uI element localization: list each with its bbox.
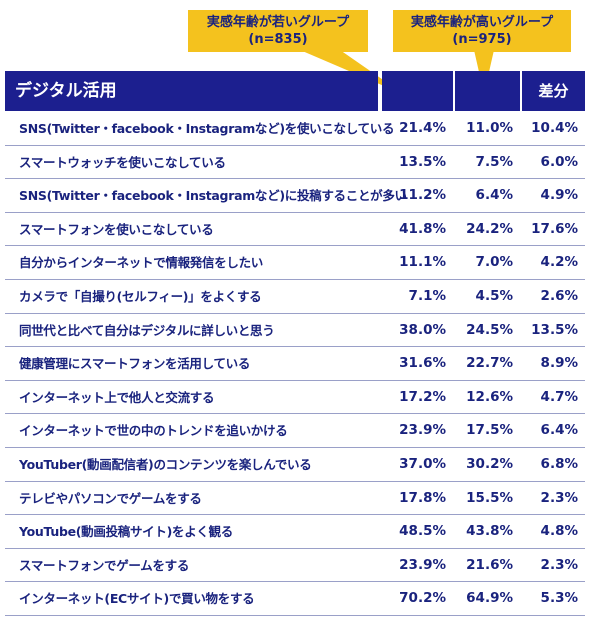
young-value: 13.5%: [399, 153, 446, 170]
old-value: 43.8%: [466, 523, 513, 540]
diff-value: 2.3%: [540, 556, 578, 573]
diff-value: 6.4%: [540, 422, 578, 439]
table-row: スマートフォンを使いこなしている 41.8% 24.2% 17.6%: [5, 213, 585, 247]
young-value: 17.8%: [399, 489, 446, 506]
diff-value: 4.2%: [540, 254, 578, 271]
table-row: カメラで「自撮り(セルフィー)」をよくする 7.1% 4.5% 2.6%: [5, 280, 585, 314]
diff-value: 4.9%: [540, 187, 578, 204]
young-value: 38.0%: [399, 321, 446, 338]
diff-value: 8.9%: [540, 355, 578, 372]
diff-value: 4.7%: [540, 388, 578, 405]
old-value: 15.5%: [466, 489, 513, 506]
data-table: デジタル活用 差分 SNS(Twitter・facebook・Instagram…: [5, 71, 585, 616]
old-value: 30.2%: [466, 456, 513, 472]
old-value: 22.7%: [466, 355, 513, 372]
diff-value: 4.8%: [540, 523, 578, 540]
row-label: YouTuber(動画配信者)のコンテンツを楽しんでいる: [19, 457, 312, 472]
old-value: 24.5%: [466, 321, 513, 338]
young-value: 23.9%: [399, 422, 446, 439]
table-row: 健康管理にスマートフォンを活用している 31.6% 22.7% 8.9%: [5, 347, 585, 381]
table-row: YouTuber(動画配信者)のコンテンツを楽しんでいる 37.0% 30.2% 6.…: [5, 448, 585, 482]
diff-value: 5.3%: [540, 590, 578, 607]
table-row: SNS(Twitter・facebook・Instagramなど)に投稿すること…: [5, 179, 585, 213]
old-value: 12.6%: [466, 388, 513, 405]
old-value: 24.2%: [466, 220, 513, 237]
young-group-sample-size: (n=835): [248, 32, 308, 47]
young-value: 31.6%: [399, 355, 446, 372]
row-label: インターネット上で他人と交流する: [19, 389, 215, 405]
row-label: スマートフォンを使いこなしている: [19, 221, 214, 237]
young-column-header: [382, 71, 453, 111]
category-header: デジタル活用: [5, 71, 378, 111]
old-value: 6.4%: [475, 187, 513, 204]
row-label: SNS(Twitter・facebook・Instagramなど)に投稿すること…: [19, 188, 407, 204]
young-value: 11.1%: [399, 254, 446, 271]
old-group-title: 実感年齢が高いグループ: [410, 15, 554, 30]
row-label: スマートウォッチを使いこなしている: [19, 154, 226, 170]
diff-value: 10.4%: [531, 120, 578, 136]
old-value: 17.5%: [466, 422, 513, 439]
table-row: インターネットで世の中のトレンドを追いかける 23.9% 17.5% 6.4%: [5, 414, 585, 448]
old-group-sample-size: (n=975): [452, 32, 512, 47]
table-row: テレビやパソコンでゲームをする 17.8% 15.5% 2.3%: [5, 482, 585, 516]
diff-value: 6.8%: [540, 456, 578, 472]
table-row: スマートウォッチを使いこなしている 13.5% 7.5% 6.0%: [5, 146, 585, 180]
table-row: 同世代と比べて自分はデジタルに詳しいと思う 38.0% 24.5% 13.5%: [5, 314, 585, 348]
row-label: 自分からインターネットで情報発信をしたい: [19, 255, 264, 271]
row-label: インターネットで世の中のトレンドを追いかける: [19, 423, 288, 439]
old-value: 11.0%: [466, 120, 513, 136]
young-value: 23.9%: [399, 556, 446, 573]
young-value: 70.2%: [399, 590, 446, 607]
row-label: 健康管理にスマートフォンを活用している: [19, 356, 251, 372]
diff-value: 6.0%: [540, 153, 578, 170]
young-value: 37.0%: [399, 456, 446, 472]
young-value: 7.1%: [408, 288, 446, 304]
old-value: 64.9%: [466, 590, 513, 607]
old-column-header: [455, 71, 520, 111]
old-value: 4.5%: [475, 288, 513, 304]
young-group-callout: 実感年齢が若いグループ (n=835): [188, 10, 368, 52]
table-row: インターネット上で他人と交流する 17.2% 12.6% 4.7%: [5, 381, 585, 415]
diff-column-header: 差分: [522, 71, 585, 111]
young-value: 48.5%: [399, 523, 446, 540]
young-value: 21.4%: [399, 120, 446, 136]
table-row: スマートフォンでゲームをする 23.9% 21.6% 2.3%: [5, 549, 585, 583]
row-label: カメラで「自撮り(セルフィー)」をよくする: [19, 289, 262, 304]
row-label: テレビやパソコンでゲームをする: [19, 490, 202, 506]
table-row: YouTube(動画投稿サイト)をよく観る 48.5% 43.8% 4.8%: [5, 515, 585, 549]
row-label: 同世代と比べて自分はデジタルに詳しいと思う: [19, 322, 275, 338]
row-label: SNS(Twitter・facebook・Instagramなど)を使いこなして…: [19, 121, 395, 136]
old-group-callout: 実感年齢が高いグループ (n=975): [393, 10, 571, 52]
diff-value: 2.6%: [540, 288, 578, 304]
row-label: YouTube(動画投稿サイト)をよく観る: [19, 524, 233, 540]
old-value: 7.0%: [475, 254, 513, 271]
diff-value: 2.3%: [540, 489, 578, 506]
row-label: インターネット(ECサイト)で買い物をする: [19, 591, 255, 607]
table-row: SNS(Twitter・facebook・Instagramなど)を使いこなして…: [5, 112, 585, 146]
young-value: 41.8%: [399, 220, 446, 237]
young-value: 11.2%: [399, 187, 446, 204]
row-label: スマートフォンでゲームをする: [19, 557, 190, 573]
table-row: インターネット(ECサイト)で買い物をする 70.2% 64.9% 5.3%: [5, 582, 585, 616]
young-group-title: 実感年齢が若いグループ: [206, 15, 350, 30]
diff-value: 17.6%: [531, 220, 578, 237]
young-value: 17.2%: [399, 388, 446, 405]
diff-value: 13.5%: [531, 321, 578, 338]
old-value: 7.5%: [475, 153, 513, 170]
table-row: 自分からインターネットで情報発信をしたい 11.1% 7.0% 4.2%: [5, 246, 585, 280]
old-value: 21.6%: [466, 556, 513, 573]
